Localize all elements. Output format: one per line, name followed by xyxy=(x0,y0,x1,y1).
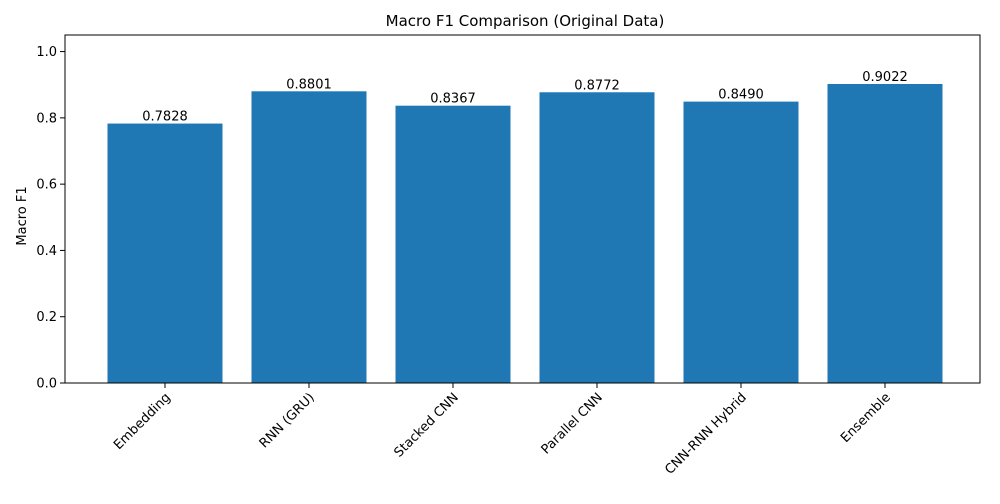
y-axis-label: Macro F1 xyxy=(15,186,30,245)
data-label: 0.9022 xyxy=(862,70,908,85)
x-tick-label: Stacked CNN xyxy=(392,390,462,460)
data-labels: 0.7828 0.8801 0.8367 0.8772 0.8490 0.9022 xyxy=(142,70,908,125)
bar-parallel-cnn xyxy=(539,92,655,383)
data-label: 0.8490 xyxy=(718,88,764,103)
y-tick-label: 0.2 xyxy=(36,310,57,325)
y-tick-label: 0.6 xyxy=(36,178,57,193)
chart-title: Macro F1 Comparison (Original Data) xyxy=(386,12,665,30)
bar-rnn-gru xyxy=(251,91,367,383)
y-ticks: 0.0 0.2 0.4 0.6 0.8 1.0 xyxy=(36,45,65,392)
x-ticks: Embedding RNN (GRU) Stacked CNN Parallel CN… xyxy=(111,383,894,478)
bar-stacked-cnn xyxy=(395,105,511,383)
x-tick-label: CNN-RNN Hybrid xyxy=(662,390,750,478)
y-tick-label: 1.0 xyxy=(36,45,57,60)
plot-frame xyxy=(64,34,981,384)
data-label: 0.8801 xyxy=(286,77,332,92)
y-tick-label: 0.0 xyxy=(36,377,57,392)
bar-cnn-rnn-hybrid xyxy=(683,101,799,384)
data-label: 0.8367 xyxy=(430,92,476,107)
y-tick-label: 0.4 xyxy=(36,244,57,259)
x-tick-label: Ensemble xyxy=(838,390,894,446)
y-tick-label: 0.8 xyxy=(36,111,57,126)
bar-embedding xyxy=(107,123,223,384)
x-tick-label: RNN (GRU) xyxy=(257,390,318,451)
bars xyxy=(107,83,943,384)
bar-ensemble xyxy=(827,83,943,384)
data-label: 0.8772 xyxy=(574,78,620,93)
x-tick-label: Parallel CNN xyxy=(539,390,606,457)
data-label: 0.7828 xyxy=(142,110,188,125)
x-tick-label: Embedding xyxy=(111,390,174,453)
